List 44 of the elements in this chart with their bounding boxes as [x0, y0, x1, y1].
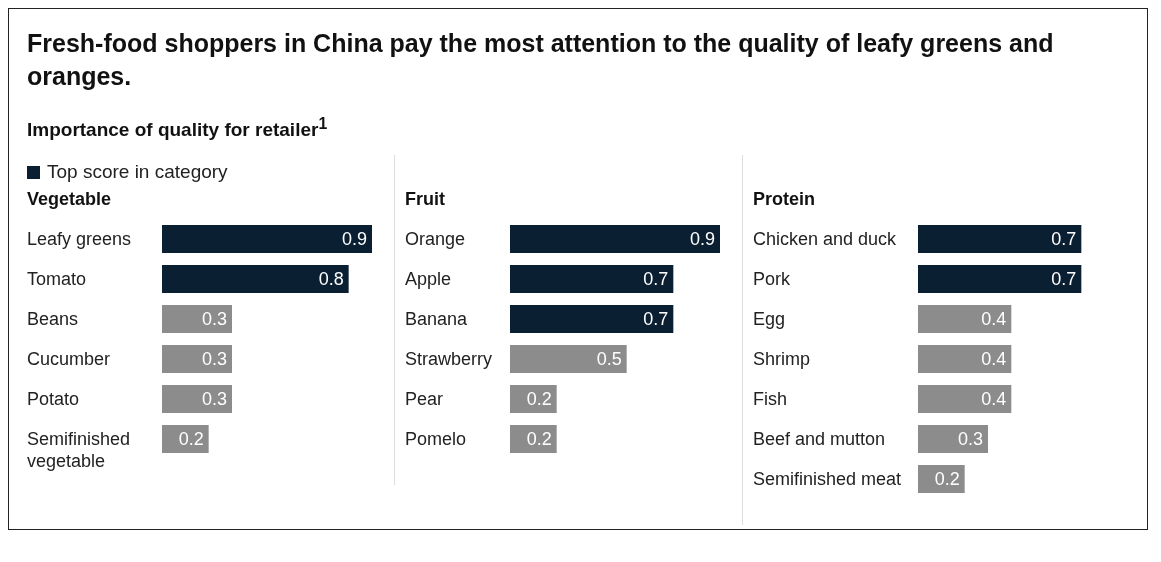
y-tick-label: Shrimp	[753, 349, 811, 370]
y-tick-label: Tomato	[27, 269, 87, 290]
y-tick-label: Orange	[405, 229, 466, 250]
data-label: 0.7	[1051, 269, 1077, 290]
data-label: 0.5	[596, 349, 622, 370]
y-tick-label: Apple	[405, 269, 452, 290]
chart-title: Protein	[753, 189, 816, 212]
data-label: 0.9	[341, 229, 367, 250]
data-label: 0.4	[981, 389, 1007, 410]
data-label: 0.7	[643, 309, 669, 330]
data-label: 0.2	[526, 429, 552, 450]
y-tick-label: Beans	[27, 309, 79, 330]
data-label: 0.2	[526, 389, 552, 410]
y-tick-label: Chicken and duck	[753, 229, 898, 250]
y-tick-label: Pomelo	[405, 429, 467, 450]
y-tick-label: Semifinished vegetable	[27, 429, 131, 472]
y-tick-label: Semifinished meat	[753, 469, 902, 490]
y-tick-label: Banana	[405, 309, 469, 330]
text: Fresh-food shoppers in China pay the most attention to the quality of leafy greens and oranges.	[27, 28, 1055, 92]
chart-title: Vegetable	[27, 189, 113, 212]
data-label: 0.3	[201, 389, 227, 410]
y-tick-label: Potato	[27, 389, 80, 410]
data-label: 0.3	[957, 429, 983, 450]
data-label: 0.7	[643, 269, 669, 290]
data-label: 0.2	[934, 469, 960, 490]
y-tick-label: Cucumber	[27, 349, 111, 370]
y-tick-label: Egg	[753, 309, 786, 330]
data-label: 0.9	[689, 229, 715, 250]
y-tick-label: Leafy greens	[27, 229, 132, 250]
data-label: 0.3	[201, 309, 227, 330]
chart-title: Fruit	[405, 189, 446, 212]
data-label: 0.2	[178, 429, 204, 450]
data-label: 0.7	[1051, 229, 1077, 250]
y-tick-label: Beef and mutton	[753, 429, 886, 450]
y-tick-label: Pear	[405, 389, 444, 410]
y-tick-label: Pork	[753, 269, 792, 290]
y-tick-label: Fish	[753, 389, 788, 410]
data-label: 0.8	[318, 269, 344, 290]
text: Importance of quality for retailer$^{1}$	[27, 115, 329, 142]
data-label: 0.3	[201, 349, 227, 370]
data-label: 0.4	[981, 309, 1007, 330]
y-tick-label: Strawberry	[405, 349, 493, 370]
data-label: 0.4	[981, 349, 1007, 370]
legend-label: Top score in category	[46, 161, 228, 184]
